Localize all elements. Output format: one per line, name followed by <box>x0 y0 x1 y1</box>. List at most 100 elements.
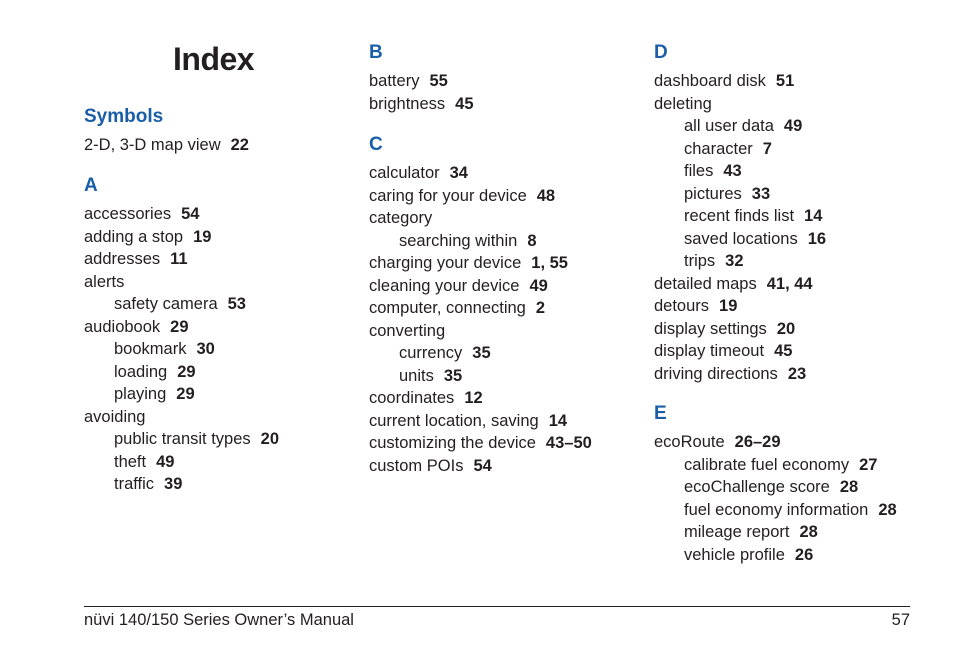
entry-page-ref[interactable]: 7 <box>762 139 772 158</box>
entry-term: driving directions <box>654 364 778 383</box>
index-subentry: public transit types 20 <box>84 428 354 451</box>
entry-term: avoiding <box>84 407 146 426</box>
entry-page-ref[interactable]: 35 <box>443 366 463 385</box>
entry-term: files <box>684 162 714 180</box>
entry-page-ref[interactable]: 8 <box>527 231 537 250</box>
entry-page-ref[interactable]: 2 <box>535 299 546 317</box>
entry-page-ref[interactable]: 53 <box>227 295 246 313</box>
index-entry: display timeout 45 <box>654 340 944 363</box>
entry-page-ref[interactable]: 20 <box>776 319 796 338</box>
index-entry: addresses 11 <box>84 248 354 271</box>
entry-page-ref[interactable]: 19 <box>719 297 738 315</box>
index-subentry: currency 35 <box>369 342 644 365</box>
entry-term: currency <box>399 344 463 362</box>
index-entry: detailed maps 41, 44 <box>654 273 944 296</box>
entry-term: computer, connecting <box>369 299 526 317</box>
entry-term: brightness <box>369 94 446 113</box>
entry-page-ref[interactable]: 55 <box>429 72 448 90</box>
entry-page-ref[interactable]: 14 <box>804 207 823 225</box>
entry-page-ref[interactable]: 26–29 <box>734 433 781 451</box>
footer-divider <box>84 606 910 607</box>
entry-page-ref[interactable]: 35 <box>472 344 491 362</box>
entry-page-ref[interactable]: 28 <box>839 478 859 496</box>
entry-page-ref[interactable]: 26 <box>794 545 814 564</box>
index-subentry: vehicle profile 26 <box>654 544 944 567</box>
entry-term: traffic <box>114 475 155 493</box>
index-entry: custom POIs 54 <box>369 455 644 478</box>
entry-page-ref[interactable]: 22 <box>230 136 249 154</box>
entry-term: fuel economy information <box>684 500 869 519</box>
entry-page-ref[interactable]: 54 <box>181 205 200 223</box>
entry-page-ref[interactable]: 12 <box>464 389 483 407</box>
entry-term: adding a stop <box>84 227 184 246</box>
entry-page-ref[interactable]: 14 <box>548 411 568 430</box>
entry-page-ref[interactable]: 20 <box>260 430 280 448</box>
entry-page-ref[interactable]: 43 <box>723 162 742 180</box>
entry-page-ref[interactable]: 23 <box>787 364 807 383</box>
entry-term: charging your device <box>369 254 522 272</box>
entry-term: display settings <box>654 319 767 338</box>
index-entry: deleting <box>654 93 944 116</box>
entry-list: 2-D, 3-D map view 22 <box>84 134 354 157</box>
entry-term: ecoRoute <box>654 433 725 451</box>
index-entry: alerts <box>84 271 354 294</box>
entry-term: converting <box>369 321 446 340</box>
entry-page-ref[interactable]: 43–50 <box>545 434 592 452</box>
entry-page-ref[interactable]: 19 <box>193 227 212 246</box>
entry-page-ref[interactable]: 28 <box>799 523 818 541</box>
entry-term: category <box>369 209 433 227</box>
entry-term: accessories <box>84 205 172 223</box>
index-entry: brightness 45 <box>369 93 644 116</box>
entry-page-ref[interactable]: 29 <box>170 317 189 336</box>
index-section-d: D dashboard disk 51 deleting all user data 4… <box>654 40 944 385</box>
entry-term: current location, saving <box>369 411 539 430</box>
index-section-b: B battery 55 brightness 45 <box>369 40 644 115</box>
entry-term: character <box>684 139 753 158</box>
entry-page-ref[interactable]: 11 <box>170 250 188 268</box>
entry-term: playing <box>114 385 167 403</box>
entry-page-ref[interactable]: 29 <box>177 362 196 381</box>
index-subentry: trips 32 <box>654 250 944 273</box>
entry-page-ref[interactable]: 29 <box>176 385 195 403</box>
entry-page-ref[interactable]: 49 <box>783 117 803 135</box>
index-subentry: playing 29 <box>84 383 354 406</box>
entry-page-ref[interactable]: 33 <box>751 184 771 203</box>
entry-term: cleaning your device <box>369 276 520 295</box>
index-subentry: recent finds list 14 <box>654 205 944 228</box>
entry-page-ref[interactable]: 45 <box>455 94 474 113</box>
entry-page-ref[interactable]: 48 <box>536 186 556 205</box>
index-subentry: units 35 <box>369 365 644 388</box>
entry-page-ref[interactable]: 34 <box>449 164 468 182</box>
entry-term: coordinates <box>369 389 455 407</box>
index-entry: adding a stop 19 <box>84 226 354 249</box>
entry-page-ref[interactable]: 49 <box>529 276 548 295</box>
entry-term: calibrate fuel economy <box>684 455 850 474</box>
entry-page-ref[interactable]: 51 <box>775 72 795 90</box>
entry-page-ref[interactable]: 16 <box>807 229 827 248</box>
index-subentry: theft 49 <box>84 451 354 474</box>
entry-page-ref[interactable]: 54 <box>473 456 492 475</box>
index-entry: dashboard disk 51 <box>654 70 944 93</box>
entry-page-ref[interactable]: 30 <box>196 340 215 358</box>
entry-page-ref[interactable]: 32 <box>725 252 744 270</box>
index-entry: charging your device 1, 55 <box>369 252 644 275</box>
entry-page-ref[interactable]: 1, 55 <box>531 254 568 272</box>
entry-page-ref[interactable]: 27 <box>859 455 878 474</box>
index-subentry: fuel economy information 28 <box>654 499 944 522</box>
index-entry: cleaning your device 49 <box>369 275 644 298</box>
entry-page-ref[interactable]: 49 <box>156 452 175 471</box>
entry-page-ref[interactable]: 28 <box>878 500 897 519</box>
section-heading: Symbols <box>84 106 164 127</box>
entry-page-ref[interactable]: 39 <box>164 475 183 493</box>
entry-page-ref[interactable]: 41, 44 <box>766 274 813 293</box>
index-entry: display settings 20 <box>654 318 944 341</box>
entry-term: audiobook <box>84 317 161 336</box>
index-entry: audiobook 29 <box>84 316 354 339</box>
entry-term: all user data <box>684 117 774 135</box>
index-entry: ecoRoute 26–29 <box>654 431 944 454</box>
index-entry: 2-D, 3-D map view 22 <box>84 134 354 157</box>
entry-term: trips <box>684 252 716 270</box>
index-entry: caring for your device 48 <box>369 185 644 208</box>
entry-term: theft <box>114 452 147 471</box>
entry-page-ref[interactable]: 45 <box>774 342 793 360</box>
